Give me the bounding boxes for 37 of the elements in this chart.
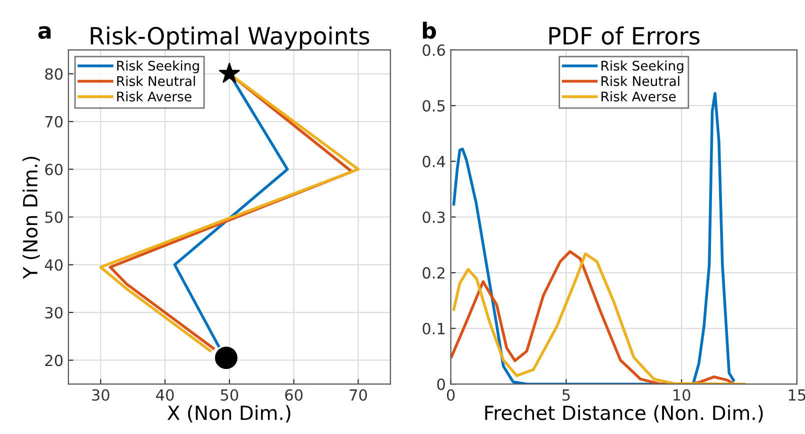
y-tick-label: 0.5 [422, 100, 445, 112]
legend-label: Risk Seeking [117, 60, 199, 74]
y-tick-label: 20 [45, 354, 63, 366]
y-tick-label: 0.4 [422, 156, 446, 168]
y-tick-label: 50 [45, 211, 63, 224]
chart-title: Risk-Optimal Waypoints [90, 26, 370, 50]
chart-title: PDF of Errors [549, 26, 700, 45]
legend-label: Risk Averse [602, 91, 676, 102]
x-tick-label: 50 [220, 389, 238, 401]
legend-label: Risk Averse [117, 91, 192, 102]
y-tick-label: 60 [45, 164, 63, 176]
y-tick-label: 0.6 [422, 44, 445, 56]
x-tick-label: 40 [156, 389, 174, 401]
line-series [452, 92, 735, 384]
x-tick-label: 10 [674, 389, 690, 401]
text: a [38, 26, 51, 39]
x-tick-label: 15 [788, 389, 805, 401]
y-tick-label: 0 [437, 378, 445, 390]
x-tick-label: 70 [350, 389, 367, 401]
legend-label: Risk Neutral [117, 76, 195, 86]
x-axis-title: X (Non Dim.) [167, 405, 290, 422]
y-tick-label: 0.3 [422, 211, 445, 224]
y-tick-label: 30 [45, 306, 63, 318]
x-axis-title: Frechet Distance (Non. Dim.) [485, 405, 763, 422]
text: b [422, 22, 436, 39]
x-tick-label: 0 [446, 389, 455, 401]
y-tick-label: 40 [44, 259, 63, 271]
y-axis-title: Y (Non Dim.) [22, 156, 40, 279]
x-tick-label: 5 [562, 389, 570, 401]
y-tick-label: 70 [45, 116, 63, 128]
x-tick-label: 60 [285, 389, 303, 401]
legend-label: Risk Seeking [602, 60, 684, 74]
legend-label: Risk Neutral [602, 76, 680, 86]
y-tick-label: 0.1 [422, 322, 445, 334]
y-tick-label: 0.2 [422, 267, 444, 279]
y-tick-label: 80 [45, 68, 63, 80]
x-tick-label: 30 [92, 389, 110, 401]
